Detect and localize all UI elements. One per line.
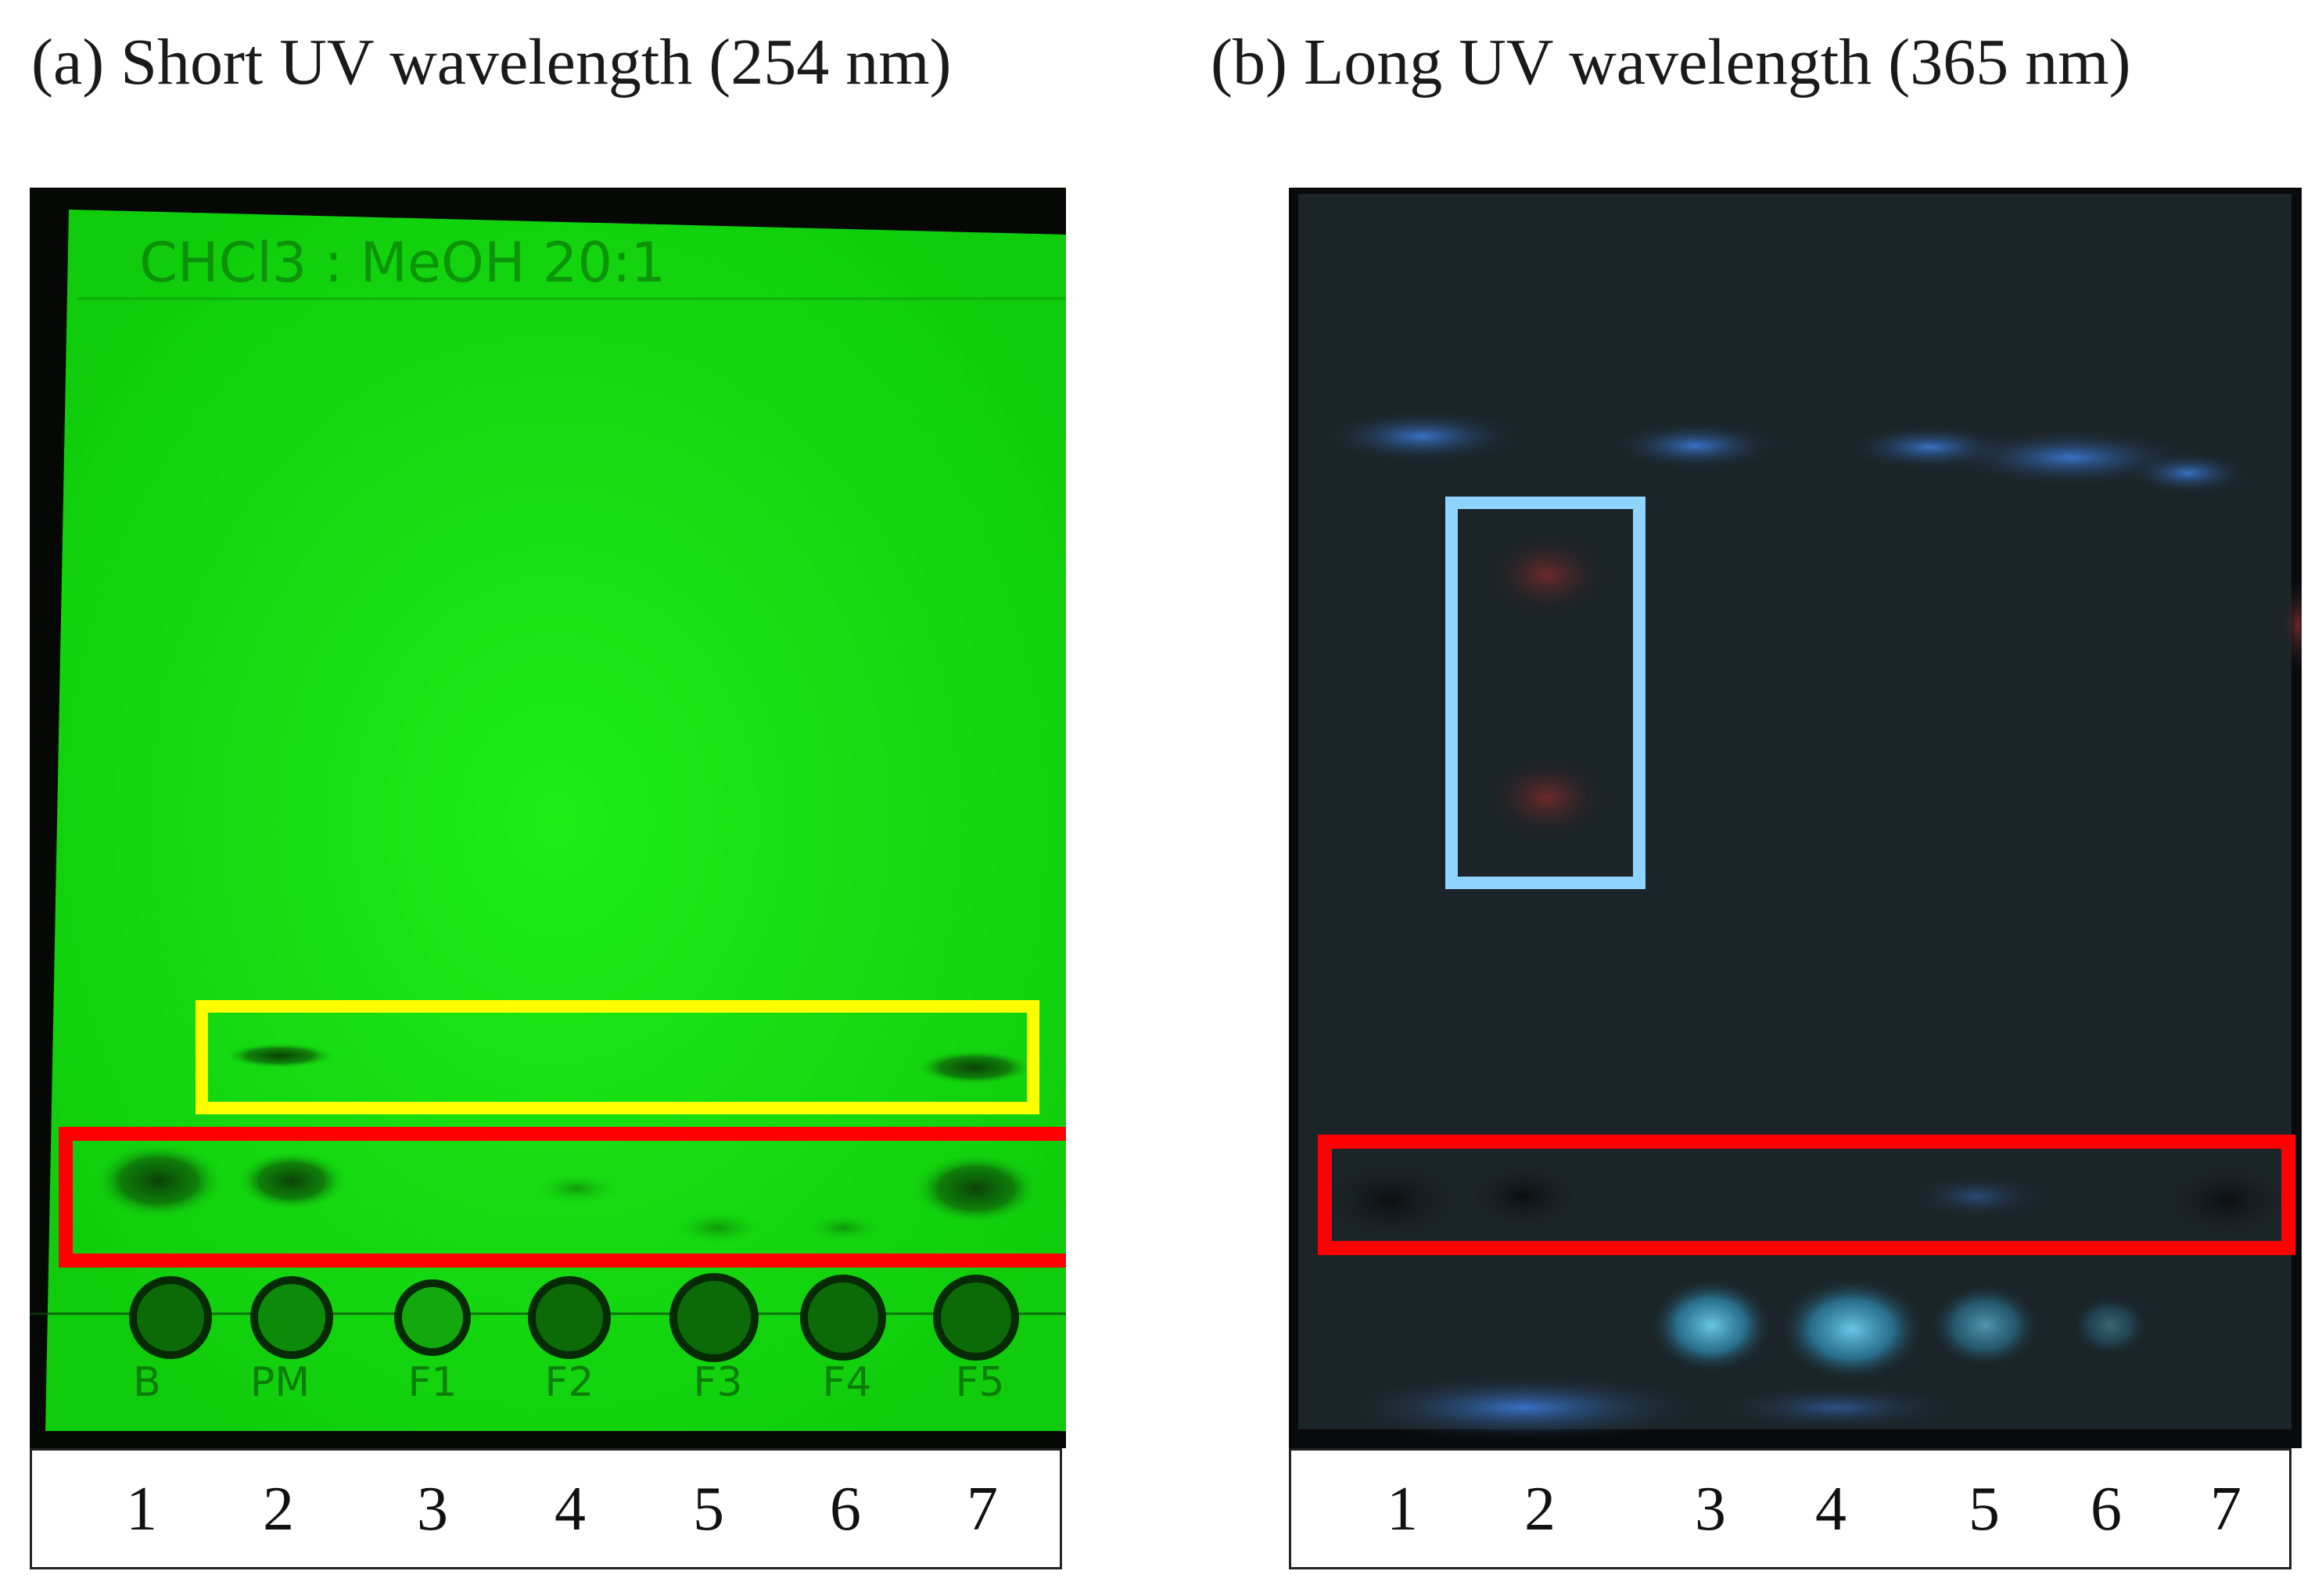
plate-b-surface <box>1298 194 2291 1429</box>
band-spot <box>1465 1161 1582 1232</box>
red-fluorescent-spot <box>1484 755 1610 841</box>
origin-spot <box>1929 1282 2041 1368</box>
panel-a-title: (a) Short UV wavelength (254 nm) <box>31 26 952 99</box>
lane-number: 1 <box>126 1474 157 1544</box>
lane-number: 5 <box>1968 1474 2000 1544</box>
lane-number: 5 <box>693 1474 724 1544</box>
origin-spot <box>2071 1294 2149 1357</box>
lane-number: 3 <box>1695 1474 1726 1544</box>
plate-solvent-label: CHCl3 : MeOH 20:1 <box>139 231 666 295</box>
lane-number: 1 <box>1387 1474 1418 1544</box>
red-highlight-box <box>59 1127 1066 1268</box>
origin-spot <box>1649 1277 1774 1374</box>
band-spot <box>2161 1161 2294 1239</box>
spot-label: F4 <box>823 1359 872 1406</box>
band-spot <box>804 1214 882 1242</box>
lane-number: 6 <box>2091 1474 2122 1544</box>
origin-spots <box>129 1273 1019 1362</box>
lane-number: 4 <box>554 1474 586 1544</box>
lane-number-bar-a: 1 2 3 4 5 6 7 <box>30 1448 1062 1569</box>
band-spot <box>1316 1157 1465 1243</box>
band-spot <box>237 1151 346 1210</box>
lane-number-bar-b: 1 2 3 4 5 6 7 <box>1289 1448 2291 1569</box>
band-spot <box>225 1043 335 1068</box>
lane-number: 2 <box>263 1474 294 1544</box>
spot-label: F1 <box>408 1359 458 1406</box>
lane-number: 6 <box>830 1474 861 1544</box>
lane-number: 2 <box>1524 1474 1556 1544</box>
red-fluorescent-spot <box>1484 532 1610 618</box>
spot-label: F2 <box>545 1359 594 1406</box>
band-spot <box>916 1050 1033 1085</box>
origin-spot <box>1778 1276 1926 1383</box>
spot-label: F5 <box>956 1359 1005 1406</box>
band-spot <box>1907 1173 2047 1220</box>
tlc-plate-254nm: CHCl3 : MeOH 20:1 B PM F1 F2 F3 <box>30 188 1066 1448</box>
panel-b-title: (b) Long UV wavelength (365 nm) <box>1211 26 2131 99</box>
spot-label: F3 <box>694 1359 743 1406</box>
yellow-highlight-box <box>196 1000 1039 1114</box>
lane-number: 7 <box>2210 1474 2241 1544</box>
band-spot <box>534 1173 620 1204</box>
lane-number: 3 <box>417 1474 448 1544</box>
lightblue-highlight-box <box>1445 497 1645 889</box>
band-spot <box>913 1153 1039 1224</box>
spot-label: PM <box>250 1359 310 1406</box>
tlc-plate-365nm <box>1289 188 2302 1448</box>
band-spot <box>671 1210 765 1245</box>
lane-number: 7 <box>967 1474 998 1544</box>
lane-number: 4 <box>1815 1474 1846 1544</box>
red-highlight-box <box>1318 1135 2295 1255</box>
plate-a-surface <box>45 210 1066 1431</box>
band-spot <box>95 1143 223 1218</box>
spot-label: B <box>133 1359 161 1406</box>
